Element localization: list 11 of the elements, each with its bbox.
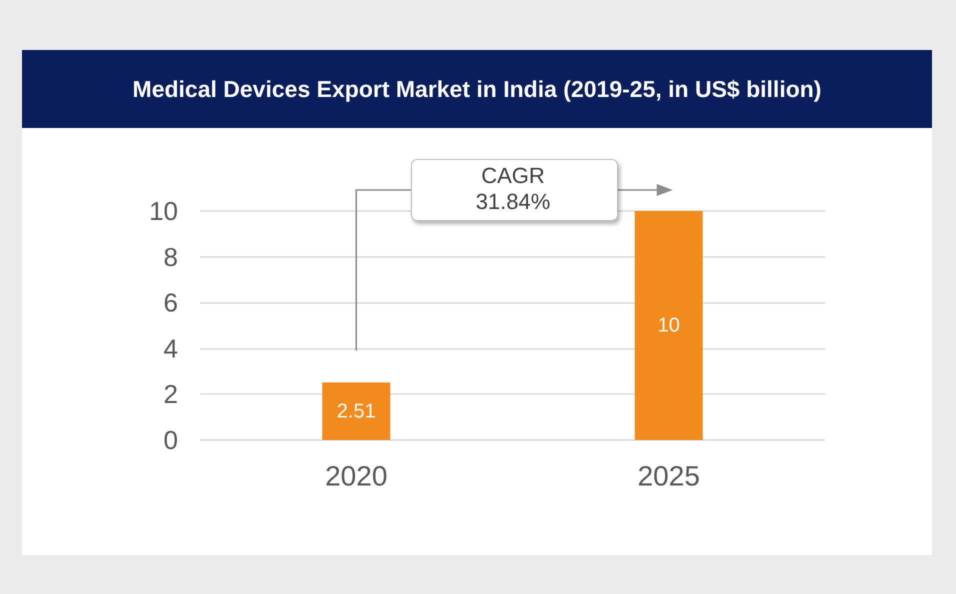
y-tick-label: 0 [164,425,178,455]
x-tick-label: 2025 [638,460,700,492]
data-label: 2.51 [336,400,376,422]
y-tick-label: 2 [164,379,178,410]
y-tick-label: 10 [149,196,178,226]
chart-title: Medical Devices Export Market in India (2019-25, in US$ billion) [22,50,932,128]
x-tick-label: 2020 [325,460,388,492]
y-tick-label: 6 [164,288,178,318]
y-tick-label: 4 [164,333,178,364]
y-tick-label: 8 [164,242,178,272]
data-label: 10 [658,314,680,336]
